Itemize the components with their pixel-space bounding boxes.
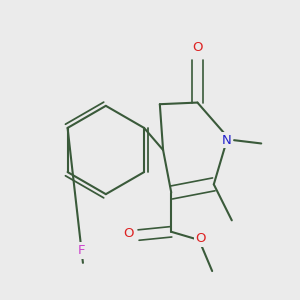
Text: O: O — [192, 41, 203, 54]
Text: F: F — [77, 244, 85, 257]
Text: O: O — [196, 232, 206, 245]
Text: N: N — [222, 134, 232, 147]
Text: O: O — [123, 227, 133, 240]
